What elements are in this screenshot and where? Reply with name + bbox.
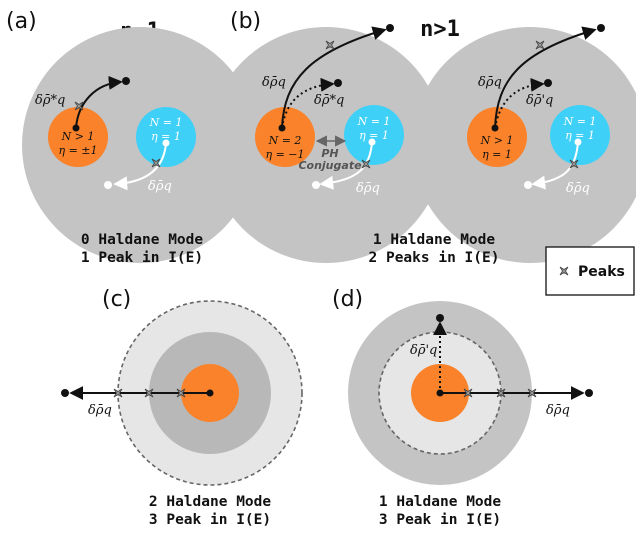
arrow-label-solid: δρ̄q xyxy=(478,75,502,90)
orange-line-1: N = 2 xyxy=(268,134,302,147)
white-arrow xyxy=(319,141,373,190)
arrow-label-dotted: δρ̄*q xyxy=(314,93,344,108)
end-dot xyxy=(436,314,444,322)
legend-box: Peaks xyxy=(545,246,635,296)
caption-line-1: 1 Haldane Mode xyxy=(373,232,495,248)
dotted-arrow xyxy=(281,77,335,129)
end-dot xyxy=(334,79,342,87)
end-dot-white xyxy=(312,181,320,189)
ph-label-2: Conjugate xyxy=(298,159,362,172)
arrow-label: δρ̄q xyxy=(88,403,112,418)
arrow-label-white: δρ̄q xyxy=(148,179,172,194)
end-dot-white xyxy=(104,181,112,189)
start-dot-white xyxy=(368,138,376,146)
blue-region xyxy=(344,105,404,165)
caption-line-2: 2 Peaks in I(E) xyxy=(369,250,500,266)
blue-line-1: N = 1 xyxy=(563,115,597,128)
end-dot xyxy=(597,24,605,32)
orange-region xyxy=(48,107,108,167)
panel-b: (b) n>1 N = 2 η = −1 N = 1 η = 1 δρ̄q δρ… xyxy=(208,9,636,266)
dotted-arrow xyxy=(494,77,545,129)
arrow-label-dotted: δρ̄'q xyxy=(526,93,553,108)
orange-line-1: N > 1 xyxy=(480,134,514,147)
arrow-label-black: δρ̄*q xyxy=(35,93,65,108)
solid-arrow xyxy=(494,26,597,129)
start-dot xyxy=(72,124,80,132)
end-dot-white xyxy=(524,181,532,189)
ph-label-1: PH xyxy=(321,147,338,160)
orange-line-2: η = 1 xyxy=(482,148,512,161)
end-dot xyxy=(585,389,593,397)
blue-region xyxy=(136,107,196,167)
start-dot-white xyxy=(162,139,170,147)
arrow-label-dotted: δρ̄'q xyxy=(410,343,437,358)
blue-line-1: N = 1 xyxy=(357,115,391,128)
end-dot xyxy=(61,389,69,397)
orange-line-2: η = −1 xyxy=(265,148,304,161)
outer-gray-disc xyxy=(208,27,444,263)
caption-line-1: 2 Haldane Mode xyxy=(149,494,271,510)
arrow-label-white: δρ̄q xyxy=(356,181,380,196)
blue-region xyxy=(550,105,610,165)
start-dot xyxy=(206,389,214,397)
solid-arrow xyxy=(281,26,387,129)
caption-line-2: 1 Peak in I(E) xyxy=(81,250,203,266)
panel-d-label: (d) xyxy=(332,287,363,312)
caption-line-1: 0 Haldane Mode xyxy=(81,232,203,248)
end-dot xyxy=(386,24,394,32)
panel-b-label: (b) xyxy=(230,9,261,34)
caption-line-1: 1 Haldane Mode xyxy=(379,494,501,510)
legend-frame xyxy=(545,246,635,296)
caption-line-2: 3 Peak in I(E) xyxy=(379,512,501,528)
panel-c: (c) δρ̄q 2 Haldane Mode 3 Peak in I(E) xyxy=(61,287,303,528)
arrow-label-solid: δρ̄q xyxy=(262,75,286,90)
arrow-label: δρ̄q xyxy=(546,403,570,418)
white-arrow xyxy=(113,142,167,191)
end-dot xyxy=(122,77,130,85)
panel-a: (a) n=1 N > 1 η = ±1 N = 1 η = 1 δρ̄*q δ… xyxy=(6,9,258,266)
orange-region xyxy=(467,107,527,167)
white-arrow xyxy=(531,141,579,190)
orange-region xyxy=(255,107,315,167)
orange-line-2: η = ±1 xyxy=(58,144,97,157)
caption-line-2: 3 Peak in I(E) xyxy=(149,512,271,528)
panel-b-title: n>1 xyxy=(420,17,460,42)
orange-line-1: N > 1 xyxy=(61,130,95,143)
panel-a-label: (a) xyxy=(6,9,37,34)
arrow-label-white: δρ̄q xyxy=(566,181,590,196)
black-arrow xyxy=(75,75,123,129)
blue-line-2: η = 1 xyxy=(565,129,595,142)
blue-line-2: η = 1 xyxy=(151,130,181,143)
panel-c-label: (c) xyxy=(102,287,131,312)
legend-label: Peaks xyxy=(578,264,625,280)
panel-d: (d) δρ̄q δρ̄'q 1 Haldane Mode 3 Peak in … xyxy=(332,287,593,528)
blue-line-1: N = 1 xyxy=(149,116,183,129)
start-dot-white xyxy=(574,138,582,146)
end-dot xyxy=(544,79,552,87)
blue-line-2: η = 1 xyxy=(359,129,389,142)
